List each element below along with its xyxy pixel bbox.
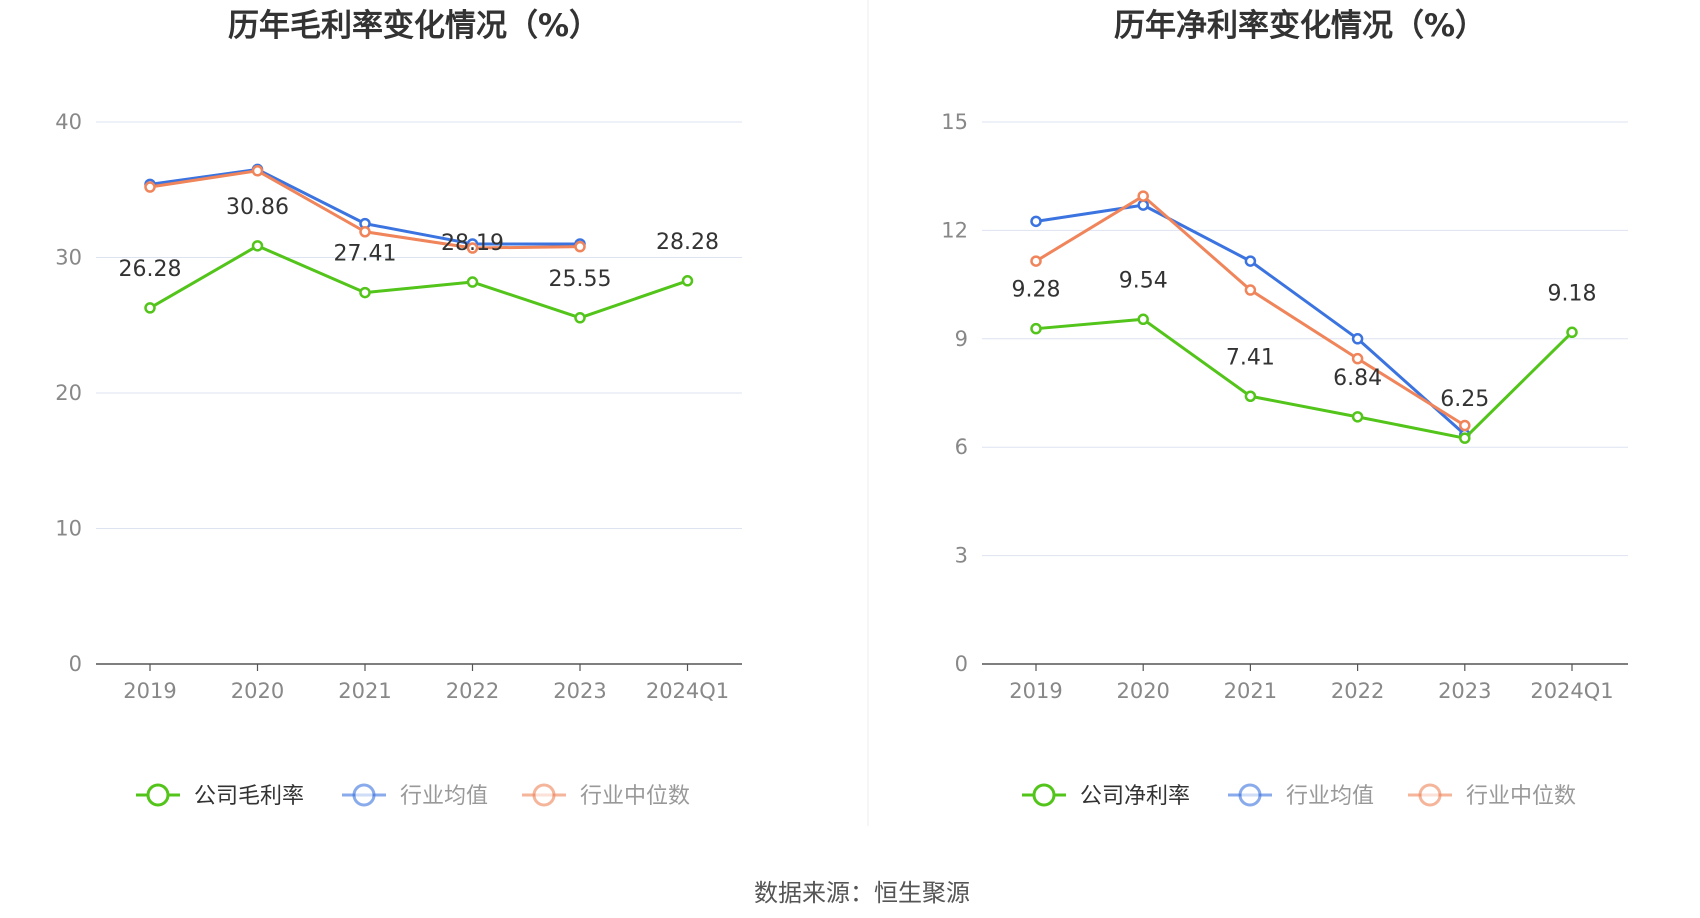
- x-tick-label: 2021: [1224, 679, 1277, 703]
- data-point: [1351, 352, 1364, 365]
- data-point: [574, 312, 586, 324]
- data-point: [144, 302, 156, 314]
- data-point: [1137, 199, 1149, 211]
- legend-item[interactable]: 行业均值: [1228, 783, 1374, 809]
- legend-swatch-marker: [352, 783, 376, 807]
- data-point: [681, 275, 694, 287]
- data-point: [1137, 190, 1149, 202]
- x-tick-label: 2022: [446, 679, 499, 703]
- y-tick-label: 0: [69, 652, 82, 676]
- x-tick-label: 2019: [123, 679, 176, 703]
- legend-item[interactable]: 行业中位数: [1408, 783, 1576, 809]
- y-tick-label: 10: [55, 517, 82, 541]
- data-label: 6.84: [1333, 366, 1382, 391]
- data-point: [251, 165, 264, 177]
- legend-item[interactable]: 公司毛利率: [136, 783, 304, 809]
- x-tick-label: 2022: [1331, 679, 1384, 703]
- data-label: 26.28: [119, 257, 182, 282]
- data-label: 30.86: [226, 195, 289, 220]
- data-point: [1351, 411, 1364, 423]
- legend-swatch-marker: [1238, 783, 1262, 807]
- data-point: [466, 242, 479, 254]
- x-tick-label: 2024Q1: [646, 679, 729, 703]
- data-point: [1459, 419, 1471, 432]
- data-point: [1459, 432, 1471, 444]
- data-point: [144, 181, 156, 193]
- data-point: [1030, 215, 1042, 228]
- data-point: [1244, 390, 1257, 403]
- legend-item[interactable]: 公司净利率: [1022, 783, 1190, 809]
- legend-swatch-marker: [1032, 783, 1056, 807]
- series-line: [149, 244, 688, 320]
- legend-swatch-marker: [532, 783, 556, 807]
- gross-margin-chart: 历年毛利率变化情况（%） 0 10 20 30 40 2019 2020 2021 2022 20…: [55, 8, 742, 809]
- data-point: [1244, 255, 1257, 267]
- data-point: [574, 240, 586, 253]
- x-tick-label: 2023: [553, 679, 606, 703]
- legend-item[interactable]: 行业中位数: [522, 783, 690, 809]
- data-point: [1566, 326, 1578, 339]
- data-label: 9.18: [1548, 281, 1597, 306]
- y-tick-label: 6: [955, 435, 968, 459]
- data-label: 27.41: [334, 242, 397, 267]
- legend-label: 行业均值: [1286, 784, 1374, 809]
- legend-label: 行业中位数: [1466, 784, 1576, 809]
- y-tick-label: 30: [55, 246, 82, 270]
- data-point: [1030, 255, 1042, 267]
- data-point: [1244, 284, 1257, 296]
- y-tick-label: 40: [55, 110, 82, 134]
- x-tick-label: 2020: [231, 679, 284, 703]
- x-tick-label: 2021: [338, 679, 391, 703]
- y-tick-label: 15: [941, 110, 968, 134]
- y-tick-label: 12: [941, 218, 968, 242]
- source-note: 数据来源：恒生聚源: [754, 879, 970, 907]
- data-point: [466, 276, 479, 288]
- data-label: 9.54: [1119, 268, 1168, 293]
- legend-label: 行业均值: [400, 784, 488, 809]
- data-point: [1351, 333, 1364, 345]
- series-line: [1035, 317, 1574, 440]
- data-point: [1137, 313, 1149, 326]
- y-tick-label: 3: [955, 544, 968, 568]
- data-label: 28.19: [441, 231, 504, 256]
- x-tick-label: 2024Q1: [1530, 679, 1613, 703]
- chart-title: 历年毛利率变化情况（%）: [228, 8, 600, 44]
- data-point: [1030, 322, 1042, 335]
- x-tick-label: 2019: [1009, 679, 1062, 703]
- y-tick-label: 9: [955, 327, 968, 351]
- y-tick-label: 0: [955, 652, 968, 676]
- data-label: 28.28: [656, 230, 719, 255]
- chart-title: 历年净利率变化情况（%）: [1114, 8, 1486, 44]
- legend-label: 公司净利率: [1080, 784, 1190, 809]
- x-tick-label: 2020: [1116, 679, 1169, 703]
- x-tick-label: 2023: [1438, 679, 1491, 703]
- legend-swatch-marker: [1418, 783, 1442, 807]
- legend-item[interactable]: 行业均值: [342, 783, 488, 809]
- data-label: 7.41: [1226, 345, 1275, 370]
- data-point: [359, 286, 371, 299]
- legend-label: 公司毛利率: [194, 784, 304, 809]
- data-label: 6.25: [1440, 387, 1489, 412]
- data-point: [251, 240, 264, 252]
- legend-label: 行业中位数: [580, 784, 690, 809]
- data-point: [359, 226, 371, 238]
- data-label: 25.55: [549, 267, 612, 292]
- legend-swatch-marker: [146, 783, 170, 807]
- data-label: 9.28: [1012, 278, 1061, 303]
- net-margin-chart: 历年净利率变化情况（%） 0 3 6 9 12 15 2019 2020 2021 2022 202…: [941, 8, 1628, 809]
- y-tick-label: 20: [55, 381, 82, 405]
